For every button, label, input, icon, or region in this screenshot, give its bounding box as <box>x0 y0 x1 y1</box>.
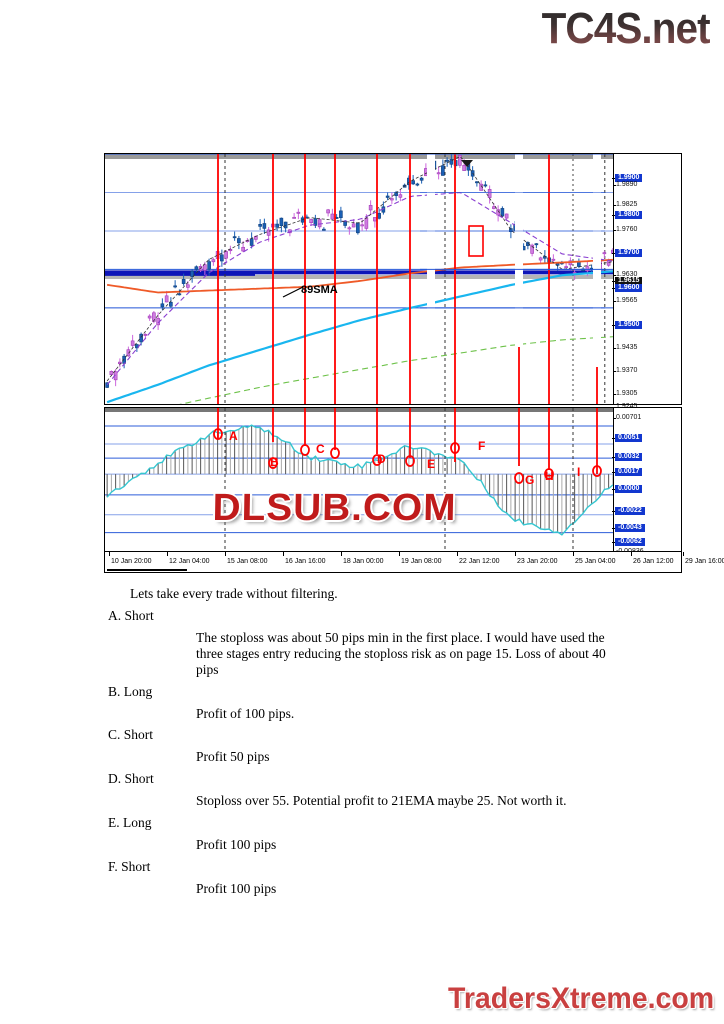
price-axis-tick: 1.9760 <box>612 226 638 233</box>
time-axis-label: 12 Jan 04:00 <box>169 558 210 565</box>
forex-chart-figure: 89SMA 1.9900 1.9890 1.9825 1.9800 1.9760 1.97… <box>104 153 724 573</box>
trade-marker-label: C <box>316 442 325 456</box>
trade-note-item: B. Long Profit of 100 pips. <box>104 684 624 722</box>
price-axis-tick: 1.9370 <box>612 367 638 374</box>
time-axis-label: 26 Jan 12:00 <box>633 558 674 565</box>
trade-note-heading: D. Short <box>108 771 154 787</box>
site-logo-text: TC4S.net <box>541 4 711 53</box>
time-axis-tick-mark <box>515 552 516 556</box>
footer-logo: TradersXtreme.com <box>434 982 714 1016</box>
price-axis-tick: 1.9890 <box>612 181 638 188</box>
trade-note-text: Profit of 100 pips. <box>196 705 295 721</box>
trade-note-heading: E. Long <box>108 815 152 831</box>
indicator-axis-tick: -0.0043 <box>612 524 645 532</box>
price-axis-tick: 1.9630 <box>612 271 638 278</box>
trade-note-heading: F. Short <box>108 858 151 874</box>
time-axis-label: 10 Jan 20:00 <box>111 558 152 565</box>
time-axis-label: 15 Jan 08:00 <box>227 558 268 565</box>
trade-marker-label: D <box>377 452 386 466</box>
price-chart-panel[interactable]: 89SMA 1.9900 1.9890 1.9825 1.9800 1.9760 1.97… <box>104 153 682 410</box>
time-axis-label: 18 Jan 00:00 <box>343 558 384 565</box>
trade-notes-body: Lets take every trade without filtering.… <box>104 586 624 897</box>
indicator-axis-tick: 0.00701 <box>612 414 642 421</box>
time-axis-label: 16 Jan 16:00 <box>285 558 326 565</box>
trade-marker-label: I <box>577 465 580 479</box>
trade-note-text: Profit 100 pips <box>196 880 277 896</box>
footer-logo-text: TradersXtreme.com <box>447 982 714 1015</box>
indicator-axis-tick: 0.0017 <box>611 468 643 476</box>
time-axis-tick-mark <box>225 552 226 556</box>
price-plot-area[interactable]: 89SMA <box>105 154 613 404</box>
trade-note-text: Profit 50 pips <box>196 749 270 765</box>
time-axis-tick-mark <box>573 552 574 556</box>
price-axis-tick: 1.9900 <box>611 174 643 182</box>
trade-note-item: E. Long Profit 100 pips <box>104 815 624 853</box>
trade-note-text: Stoploss over 55. Potential profit to 21… <box>196 793 567 809</box>
price-axis-tick: 1.9500 <box>611 321 643 329</box>
trade-marker-label: G <box>525 473 534 487</box>
price-axis-tick: 1.9305 <box>612 390 638 397</box>
trade-marker-label: H <box>545 469 554 483</box>
trade-note-item: C. Short Profit 50 pips <box>104 727 624 765</box>
price-axis-tick: 1.9800 <box>611 211 643 219</box>
trade-note-heading: A. Short <box>108 607 154 623</box>
header-logo: TC4S.net <box>0 0 724 78</box>
trade-marker-label: A <box>229 429 238 443</box>
indicator-axis-tick: -0.0062 <box>612 538 645 546</box>
trade-notes-list: A. Short The stoploss was about 50 pips m… <box>104 608 624 897</box>
price-axis-tick: 1.9700 <box>611 249 643 257</box>
indicator-axis-tick: 0.0032 <box>611 453 643 461</box>
price-axis-tick: 1.9435 <box>612 344 638 351</box>
price-axis-tick: 1.9825 <box>612 201 638 208</box>
price-axis[interactable]: 1.9900 1.9890 1.9825 1.9800 1.9760 1.9700 1.96… <box>611 154 681 410</box>
time-axis-tick-mark <box>683 552 684 556</box>
time-axis-tick-mark <box>283 552 284 556</box>
price-axis-tick: 1.9565 <box>612 297 638 304</box>
time-axis-underline <box>107 569 187 571</box>
price-axis-tick: 1.9615 <box>611 277 643 285</box>
price-chart-svg <box>105 154 613 404</box>
time-axis-tick-mark <box>109 552 110 556</box>
time-axis-label: 22 Jan 12:00 <box>459 558 500 565</box>
trade-note-heading: B. Long <box>108 683 153 699</box>
time-axis-tick-mark <box>167 552 168 556</box>
time-axis-label: 29 Jan 16:00 <box>685 558 724 565</box>
time-axis-label: 25 Jan 04:00 <box>575 558 616 565</box>
intro-paragraph: Lets take every trade without filtering. <box>130 586 338 601</box>
sma89-annotation-label: 89SMA <box>301 284 338 296</box>
trade-note-text: Profit 100 pips <box>196 837 277 853</box>
time-axis-label: 19 Jan 08:00 <box>401 558 442 565</box>
trade-marker-label: F <box>478 439 485 453</box>
trade-marker-label: E <box>427 457 435 471</box>
indicator-axis-tick: 0.0051 <box>611 434 643 442</box>
trade-note-text: The stoploss was about 50 pips min in th… <box>196 629 606 677</box>
trade-note-item: D. Short Stoploss over 55. Potential prof… <box>104 771 624 809</box>
time-axis-tick-mark <box>457 552 458 556</box>
indicator-axis-tick: -0.0022 <box>612 507 645 515</box>
indicator-chart-svg: A B C D E F G H I <box>105 408 613 551</box>
indicator-axis[interactable]: 0.00701 0.0051 0.0032 0.0017 0.0000 -0.0022 -0… <box>611 408 681 555</box>
trade-marker-label: B <box>270 455 279 469</box>
trade-note-item: F. Short Profit 100 pips <box>104 859 624 897</box>
trade-note-item: A. Short The stoploss was about 50 pips m… <box>104 608 624 678</box>
time-axis-tick-mark <box>399 552 400 556</box>
time-axis-tick-mark <box>341 552 342 556</box>
time-axis-tick-mark <box>631 552 632 556</box>
trade-note-heading: C. Short <box>108 727 154 743</box>
dlsub-watermark: DLSUB.COM <box>212 487 457 529</box>
time-axis[interactable]: 10 Jan 20:00 12 Jan 04:00 15 Jan 08:00 16 J… <box>104 552 724 573</box>
time-axis-label: 23 Jan 20:00 <box>517 558 558 565</box>
price-axis-tick: 1.9600 <box>611 284 643 292</box>
indicator-axis-tick: 0.0000 <box>611 485 643 493</box>
